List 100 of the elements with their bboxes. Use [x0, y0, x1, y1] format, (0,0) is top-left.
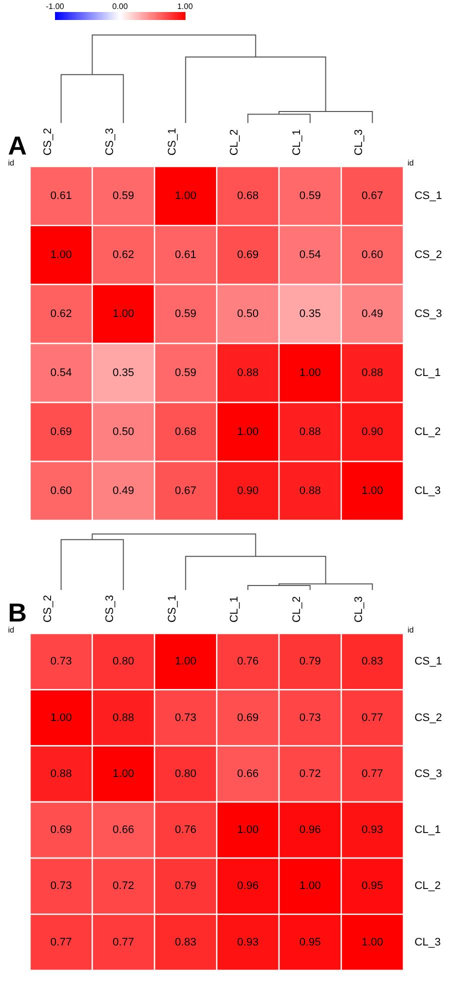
data-label: 0.66	[237, 768, 259, 780]
data-label: 0.50	[237, 308, 259, 320]
data-label: 0.88	[299, 426, 321, 438]
y-tick-label: CS_1	[414, 190, 442, 202]
data-label: 0.59	[112, 190, 134, 202]
data-label: 0.69	[237, 249, 259, 262]
color-bar-label: 1.00	[177, 2, 194, 11]
y-tick-label: CS_3	[414, 308, 442, 320]
y2-axis-title: id	[407, 158, 414, 168]
data-label: 0.62	[50, 308, 72, 320]
data-label: 1.00	[50, 249, 72, 262]
data-label: 1.00	[237, 426, 259, 438]
data-label: 0.68	[237, 190, 259, 202]
data-label: 0.95	[362, 880, 384, 892]
chart-title: B	[8, 598, 27, 628]
data-label: 1.00	[174, 190, 196, 202]
x-tick-label: CS_2	[42, 594, 54, 623]
data-label: 1.00	[299, 366, 321, 379]
data-label: 0.68	[174, 426, 196, 438]
data-label: 0.62	[112, 249, 134, 262]
y-tick-label: CL_2	[414, 880, 441, 892]
data-label: 0.93	[237, 936, 259, 948]
data-label: 0.77	[362, 768, 384, 780]
data-label: 0.59	[299, 190, 321, 202]
data-label: 0.49	[112, 484, 134, 497]
data-label: 0.93	[362, 824, 384, 836]
data-label: 0.80	[112, 656, 134, 668]
data-label: 0.35	[299, 308, 321, 320]
y-tick-label: CL_1	[414, 366, 441, 379]
data-label: 0.49	[362, 308, 384, 320]
y-tick-label: CS_2	[414, 249, 442, 262]
data-label: 0.77	[362, 712, 384, 724]
data-label: 0.72	[299, 768, 321, 780]
data-label: 0.59	[174, 366, 196, 379]
data-label: 1.00	[174, 656, 196, 668]
data-label: 0.95	[299, 936, 321, 948]
data-label: 0.88	[362, 366, 384, 379]
data-label: 0.54	[299, 249, 321, 262]
x-tick-label: CS_1	[166, 594, 178, 623]
data-label: 0.73	[299, 712, 321, 724]
x-tick-label: CS_2	[42, 128, 54, 156]
data-label: 1.00	[299, 880, 321, 892]
color-bar-label: -1.00	[46, 2, 65, 11]
data-label: 0.83	[174, 936, 196, 948]
y-axis-title: id	[8, 626, 14, 635]
data-label: 0.69	[237, 712, 259, 724]
data-label: 0.88	[237, 366, 259, 379]
data-label: 0.61	[174, 249, 196, 262]
data-label: 1.00	[362, 484, 384, 497]
data-label: 0.76	[237, 656, 259, 668]
data-label: 0.59	[174, 308, 196, 320]
x-tick-label: CS_3	[104, 594, 116, 623]
data-label: 0.69	[50, 426, 72, 438]
data-label: 1.00	[112, 768, 134, 780]
data-label: 0.88	[50, 768, 72, 780]
data-label: 0.67	[362, 190, 384, 202]
y-tick-label: CL_3	[414, 484, 441, 497]
y-axis-title: id	[8, 158, 14, 168]
data-label: 0.60	[50, 484, 72, 497]
x-tick-label: CL_1	[290, 129, 303, 156]
data-label: 0.96	[237, 880, 259, 892]
x-tick-label: CS_3	[104, 128, 116, 156]
color-bar-label: 0.00	[112, 2, 128, 11]
data-label: 0.54	[50, 366, 72, 379]
data-label: 0.77	[112, 936, 134, 948]
y-tick-label: CL_3	[414, 936, 441, 948]
data-label: 0.77	[50, 936, 72, 948]
chart-title: A	[8, 130, 27, 161]
x-tick-label: CL_3	[353, 129, 366, 156]
x-tick-label: CL_2	[228, 129, 241, 156]
x-tick-label: CL_1	[228, 596, 241, 623]
y-tick-label: CL_1	[414, 824, 441, 836]
data-label: 0.90	[237, 484, 259, 497]
data-label: 0.66	[112, 824, 134, 836]
x-tick-label: CL_2	[290, 596, 303, 623]
data-label: 0.69	[50, 824, 72, 836]
data-label: 1.00	[362, 936, 384, 948]
x-tick-label: CS_1	[166, 128, 178, 156]
data-label: 0.60	[362, 249, 384, 262]
data-label: 0.67	[174, 484, 196, 497]
y2-axis-title: id	[407, 626, 414, 635]
data-label: 0.88	[112, 712, 134, 724]
data-label: 0.73	[50, 880, 72, 892]
data-label: 0.80	[174, 768, 196, 780]
y-tick-label: CS_1	[414, 656, 442, 668]
data-label: 0.72	[112, 880, 134, 892]
data-label: 1.00	[112, 308, 134, 320]
data-label: 1.00	[50, 712, 72, 724]
data-label: 0.96	[299, 824, 321, 836]
data-label: 0.76	[174, 824, 196, 836]
y-tick-label: CS_3	[414, 768, 442, 780]
y-tick-label: CS_2	[414, 712, 442, 724]
y-tick-label: CL_2	[414, 426, 441, 438]
data-label: 0.35	[112, 366, 134, 379]
data-label: 0.73	[50, 656, 72, 668]
data-label: 0.50	[112, 426, 134, 438]
data-label: 0.79	[299, 656, 321, 668]
x-tick-label: CL_3	[353, 596, 366, 623]
data-label: 0.90	[362, 426, 384, 438]
data-label: 0.88	[299, 484, 321, 497]
